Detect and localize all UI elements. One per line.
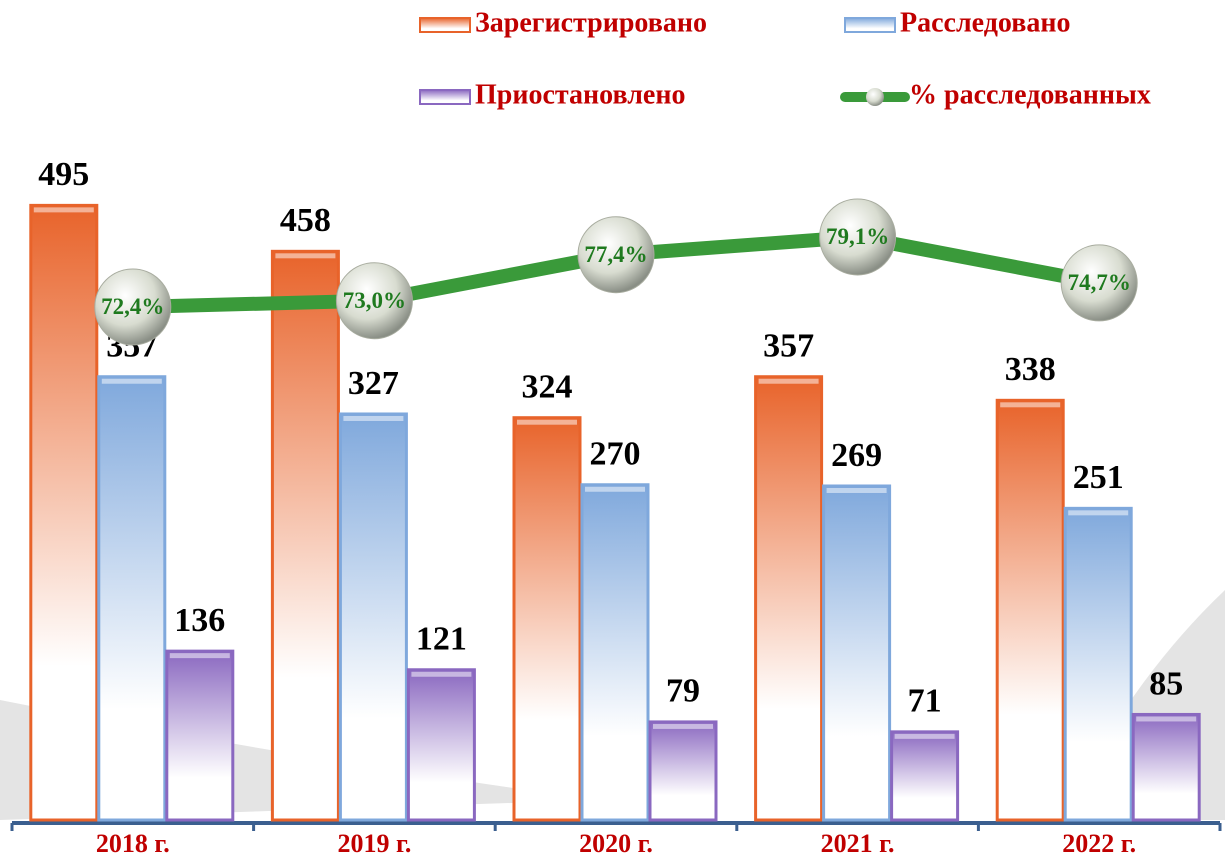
bar bbox=[995, 398, 1065, 822]
x-tick-label: 2021 г. bbox=[821, 829, 895, 858]
bar-cap bbox=[653, 723, 713, 729]
bar bbox=[512, 416, 582, 822]
bar bbox=[29, 203, 99, 822]
legend-swatch bbox=[419, 89, 471, 105]
legend-swatch bbox=[844, 17, 896, 33]
bar-cap bbox=[411, 671, 472, 677]
data-label: 77,4% bbox=[584, 242, 647, 267]
marker bbox=[94, 268, 172, 346]
bar-cap bbox=[1068, 510, 1129, 516]
bar-cap bbox=[758, 378, 819, 384]
bar bbox=[1131, 712, 1201, 822]
data-label: 74,7% bbox=[1068, 270, 1131, 295]
bar bbox=[270, 249, 340, 822]
data-label: 324 bbox=[522, 368, 573, 405]
legend-label: Расследовано bbox=[900, 7, 1070, 38]
data-label: 121 bbox=[416, 621, 467, 658]
bar-cap bbox=[101, 378, 162, 384]
data-label: 79 bbox=[666, 673, 700, 710]
legend-label: Зарегистрировано bbox=[475, 7, 707, 38]
bar bbox=[890, 730, 960, 822]
data-label: 72,4% bbox=[101, 294, 164, 319]
marker bbox=[577, 216, 655, 294]
data-label: 495 bbox=[38, 156, 89, 193]
data-label: 270 bbox=[590, 436, 641, 473]
bar bbox=[754, 375, 824, 822]
bar bbox=[406, 668, 476, 822]
bar-cap bbox=[275, 253, 336, 259]
legend-swatch bbox=[866, 88, 884, 106]
bar bbox=[165, 649, 235, 822]
data-label: 136 bbox=[174, 602, 225, 639]
data-label: 73,0% bbox=[343, 288, 406, 313]
data-label: 251 bbox=[1073, 459, 1124, 496]
data-label: 85 bbox=[1149, 665, 1183, 702]
data-label: 71 bbox=[908, 683, 942, 720]
x-tick-label: 2018 г. bbox=[96, 829, 170, 858]
bar-cap bbox=[169, 653, 230, 659]
data-label: 458 bbox=[280, 202, 331, 239]
bar-cap bbox=[894, 733, 955, 739]
data-label: 79,1% bbox=[826, 224, 889, 249]
bar-cap bbox=[343, 415, 404, 421]
bar-cap bbox=[517, 419, 577, 425]
bar-cap bbox=[585, 486, 645, 492]
bar-cap bbox=[826, 487, 887, 493]
legend-label: % расследованных bbox=[909, 79, 1151, 110]
data-label: 327 bbox=[348, 365, 399, 402]
bar bbox=[338, 412, 408, 822]
bar bbox=[1063, 506, 1133, 822]
bar-cap bbox=[1000, 402, 1061, 408]
bar-cap bbox=[33, 207, 94, 213]
bar bbox=[648, 720, 718, 822]
x-tick-label: 2019 г. bbox=[337, 829, 411, 858]
x-tick-label: 2022 г. bbox=[1062, 829, 1136, 858]
legend-label: Приостановлено bbox=[475, 79, 685, 110]
marker bbox=[1060, 244, 1138, 322]
data-label: 338 bbox=[1005, 351, 1056, 388]
data-label: 269 bbox=[831, 437, 882, 474]
x-tick-label: 2020 г. bbox=[579, 829, 653, 858]
bar bbox=[822, 484, 892, 822]
marker bbox=[335, 262, 413, 340]
bar bbox=[580, 483, 650, 822]
bar-cap bbox=[1136, 716, 1197, 722]
bar bbox=[97, 375, 167, 822]
data-label: 357 bbox=[763, 328, 814, 365]
marker bbox=[819, 198, 897, 276]
legend-swatch bbox=[419, 17, 471, 33]
